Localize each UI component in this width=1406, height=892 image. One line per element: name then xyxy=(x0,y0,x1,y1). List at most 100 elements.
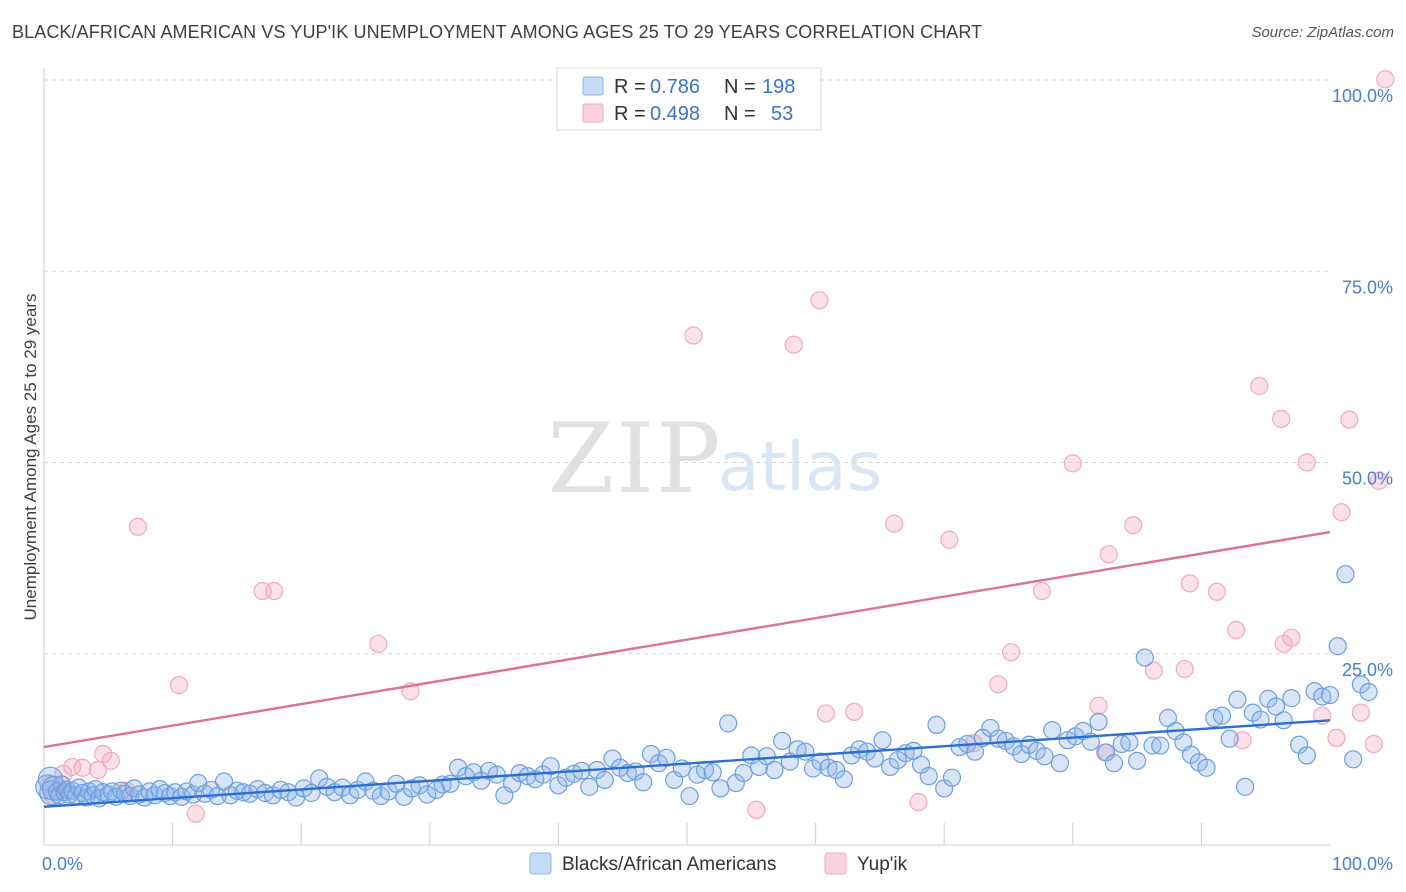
black-point-183 xyxy=(1297,746,1316,765)
bottom-legend-swatch-pink xyxy=(824,852,847,875)
axes xyxy=(43,68,1330,846)
yupik-point-24 xyxy=(940,530,959,549)
black-point-110 xyxy=(734,763,753,783)
black-point-129 xyxy=(881,757,900,777)
y-axis-label: Unemployment Among Ages 25 to 29 years xyxy=(21,294,40,621)
yupik-points xyxy=(40,70,1395,823)
yupik-point-49 xyxy=(1351,703,1370,722)
black-point-113 xyxy=(757,747,776,766)
black-point-170 xyxy=(1197,758,1216,777)
yupik-point-52 xyxy=(1376,70,1395,89)
bottom-legend-label-blue: Blacks/African Americans xyxy=(562,854,776,875)
black-point-132 xyxy=(904,741,923,761)
black-point-180 xyxy=(1274,711,1293,730)
yupik-point-4 xyxy=(73,758,92,777)
black-point-176 xyxy=(1243,703,1262,722)
black-point-185 xyxy=(1313,687,1332,706)
yupik-point-40 xyxy=(1250,376,1269,396)
black-point-123 xyxy=(834,770,853,789)
yupik-point-48 xyxy=(1340,410,1359,429)
black-point-78 xyxy=(487,765,506,784)
chart-source: Source: ZipAtlas.com xyxy=(1251,24,1394,41)
yupik-point-50 xyxy=(1364,734,1383,754)
black-point-122 xyxy=(827,760,846,780)
black-point-114 xyxy=(765,760,784,780)
series-legend: Blacks/African Americans Yup'ik xyxy=(529,852,908,875)
black-point-181 xyxy=(1282,689,1301,708)
yupik-point-37 xyxy=(1207,582,1226,601)
yupik-point-23 xyxy=(909,793,928,812)
yupik-point-27 xyxy=(1001,643,1021,662)
black-point-127 xyxy=(865,749,884,768)
black-point-27 xyxy=(130,785,149,804)
yupik-point-19 xyxy=(810,291,829,310)
yupik-point-16 xyxy=(684,326,703,345)
yupik-point-22 xyxy=(884,514,904,533)
bottom-legend-label-pink: Yup'ik xyxy=(857,854,908,875)
black-point-175 xyxy=(1236,777,1255,796)
yupik-point-5 xyxy=(88,760,108,780)
black-point-163 xyxy=(1143,736,1162,755)
yupik-trend-line xyxy=(43,530,1331,749)
black-point-97 xyxy=(634,773,653,792)
black-point-168 xyxy=(1182,745,1201,764)
yupik-point-35 xyxy=(1175,659,1194,679)
yupik-point-9 xyxy=(128,517,147,536)
black-point-103 xyxy=(680,786,699,806)
black-point-128 xyxy=(873,731,892,750)
gridlines xyxy=(44,79,1330,655)
yupik-point-30 xyxy=(1089,696,1108,715)
black-point-146 xyxy=(1012,744,1031,764)
black-point-119 xyxy=(803,759,823,778)
black-point-85 xyxy=(541,757,560,776)
legend-n-value-1: 198 xyxy=(762,76,795,98)
yupik-point-7 xyxy=(101,751,120,770)
black-point-164 xyxy=(1151,736,1170,755)
yupik-point-44 xyxy=(1297,453,1316,472)
black-point-186 xyxy=(1320,685,1340,705)
legend-n-value-2: 53 xyxy=(771,103,793,125)
bottom-legend-swatch-blue xyxy=(529,852,552,875)
black-point-191 xyxy=(1359,682,1378,702)
legend-r-value-2: 0.498 xyxy=(650,103,700,125)
yupik-point-11 xyxy=(186,804,205,823)
y-tick-label-1: 50.0% xyxy=(1342,469,1393,489)
y-tick-label-2: 75.0% xyxy=(1342,277,1393,297)
yupik-point-46 xyxy=(1327,728,1346,748)
black-point-107 xyxy=(711,779,730,798)
black-point-178 xyxy=(1259,689,1278,708)
yupik-point-18 xyxy=(784,335,803,354)
black-point-109 xyxy=(726,773,745,793)
yupik-point-34 xyxy=(1144,661,1163,680)
yupik-point-41 xyxy=(1272,409,1291,428)
legend-r-label-2: R = xyxy=(614,103,646,125)
yupik-point-13 xyxy=(265,581,284,601)
black-point-151 xyxy=(1050,754,1070,773)
yupik-point-26 xyxy=(989,675,1008,694)
yupik-point-14 xyxy=(369,634,388,653)
black-point-108 xyxy=(719,714,738,733)
yupik-point-28 xyxy=(1032,581,1052,601)
black-point-93 xyxy=(603,749,622,768)
x-tick-label-0: 0.0% xyxy=(42,854,83,874)
yupik-point-21 xyxy=(845,702,864,721)
yupik-point-3 xyxy=(63,757,82,777)
yupik-point-6 xyxy=(94,744,113,764)
black-point-100 xyxy=(657,748,676,767)
black-point-149 xyxy=(1035,747,1054,766)
black-point-172 xyxy=(1212,706,1232,725)
yupik-point-43 xyxy=(1282,628,1301,647)
yupik-point-20 xyxy=(816,704,835,723)
black-point-150 xyxy=(1043,721,1062,740)
black-point-173 xyxy=(1220,729,1239,748)
y-tick-label-3: 100.0% xyxy=(1332,86,1393,106)
chart-title: BLACK/AFRICAN AMERICAN VS YUP'IK UNEMPLO… xyxy=(12,22,983,42)
black-point-92 xyxy=(595,770,614,790)
black-point-158 xyxy=(1104,754,1124,773)
black-point-160 xyxy=(1120,733,1139,752)
black-point-137 xyxy=(942,768,962,787)
black-point-174 xyxy=(1228,690,1247,709)
black-point-98 xyxy=(641,744,661,764)
yupik-point-29 xyxy=(1063,454,1082,473)
